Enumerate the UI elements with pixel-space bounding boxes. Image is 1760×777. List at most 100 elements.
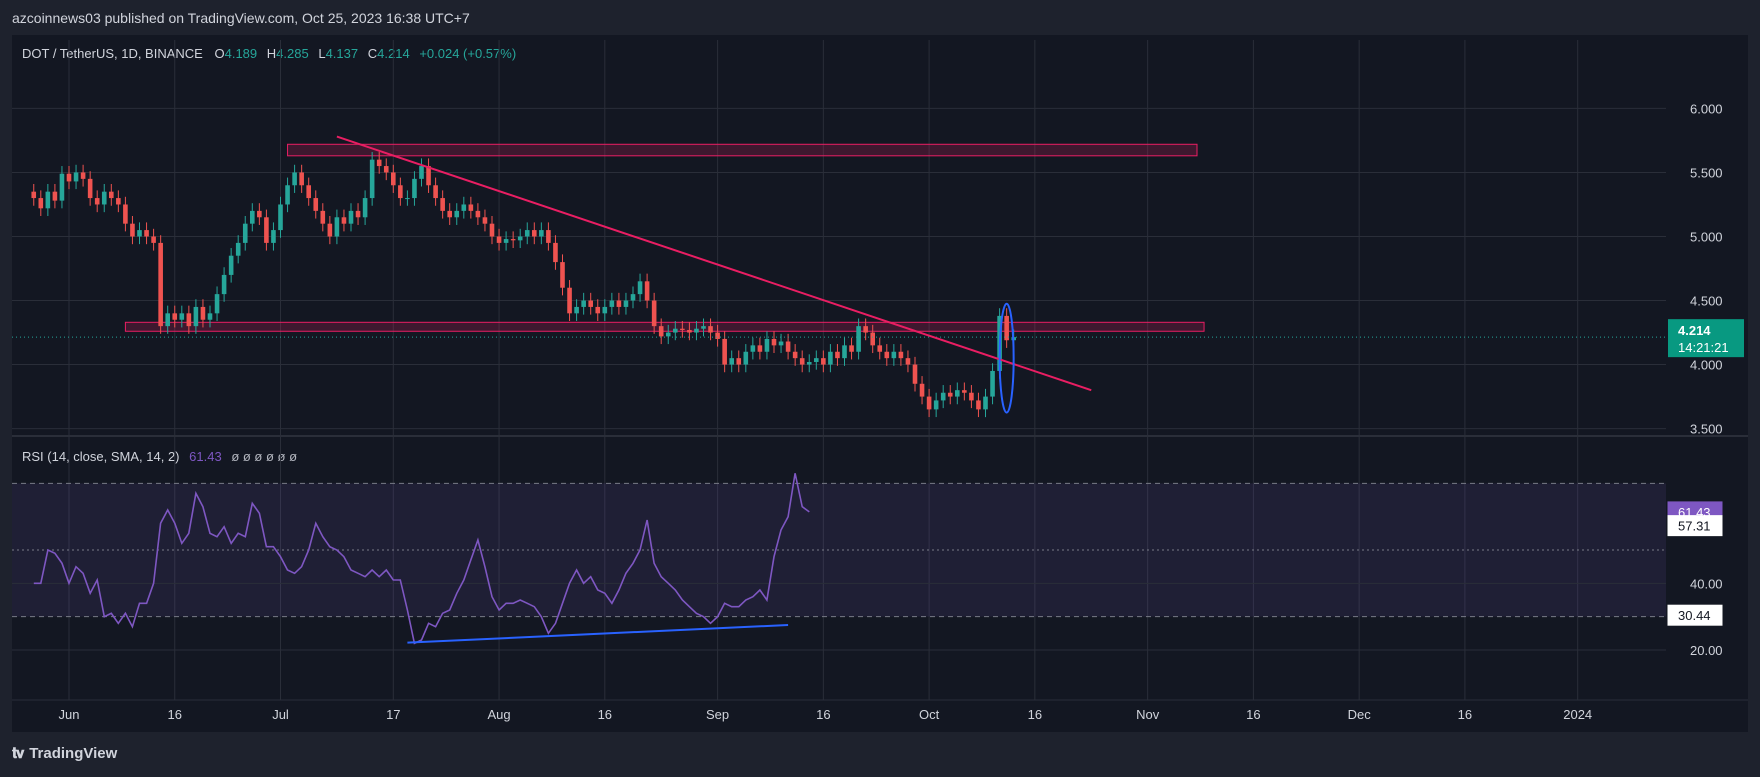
- candle-body: [891, 351, 897, 359]
- candle-body: [475, 210, 481, 218]
- candle-body: [1004, 315, 1009, 341]
- candle-body: [116, 198, 121, 205]
- footer[interactable]: 𝐭𝐯 TradingView: [12, 745, 117, 762]
- candle-body: [863, 326, 868, 333]
- candle-body: [130, 223, 135, 237]
- candle-body: [651, 300, 657, 327]
- candle-body: [412, 178, 417, 199]
- candle-body: [926, 396, 932, 410]
- candle-body: [856, 326, 861, 352]
- candle-body: [341, 217, 347, 224]
- candle-body: [250, 210, 255, 224]
- candle-body: [285, 185, 290, 205]
- candle-body: [200, 306, 206, 320]
- candle-body: [214, 294, 220, 314]
- candle-body: [517, 236, 523, 241]
- candle-body: [532, 230, 537, 237]
- candle-body: [172, 313, 178, 320]
- candle-body: [898, 351, 904, 359]
- price-tick-label: 5.000: [1690, 229, 1723, 244]
- candle-body: [334, 217, 340, 237]
- candle-body: [729, 358, 734, 365]
- candle-body: [764, 338, 770, 352]
- last-price-value: 4.214: [1678, 323, 1711, 338]
- candle-body: [186, 313, 192, 327]
- candle-body: [454, 210, 460, 218]
- candle-body: [665, 332, 671, 337]
- candle-body: [757, 345, 763, 352]
- x-tick-label: Aug: [487, 707, 510, 722]
- x-tick-label: Jul: [272, 707, 289, 722]
- candle-body: [80, 172, 86, 179]
- candle-body: [623, 300, 629, 307]
- x-tick-label: 16: [1028, 707, 1042, 722]
- candle-body: [221, 274, 227, 295]
- candle-body: [637, 281, 643, 295]
- candle-body: [433, 185, 438, 199]
- rsi-legend[interactable]: RSI (14, close, SMA, 14, 2) 61.43 ø ø ø …: [22, 449, 297, 464]
- candle-body: [419, 166, 424, 179]
- high-value: 4.285: [276, 46, 309, 61]
- change-value: +0.024 (+0.57%): [419, 46, 516, 61]
- candle-body: [355, 210, 361, 218]
- last-price-countdown: 14:21:21: [1678, 340, 1729, 355]
- price-tick-label: 4.500: [1690, 294, 1723, 309]
- x-tick-label: Dec: [1348, 707, 1372, 722]
- candle-body: [595, 306, 601, 314]
- candle-body: [630, 294, 636, 301]
- candle-body: [842, 345, 847, 359]
- rsi-tick-label: 40.00: [1690, 576, 1723, 591]
- price-tick-label: 4.000: [1690, 358, 1723, 373]
- candle-body: [123, 204, 128, 224]
- candle-body: [553, 242, 558, 263]
- candle-body: [814, 358, 819, 362]
- candle-body: [440, 198, 445, 211]
- rsi-label: RSI (14, close, SMA, 14, 2): [22, 449, 180, 464]
- candle-body: [398, 185, 403, 199]
- x-tick-label: Jun: [59, 707, 80, 722]
- candle-body: [348, 210, 354, 224]
- candle-body: [391, 172, 396, 186]
- candle-body: [306, 185, 311, 199]
- chart-frame[interactable]: [12, 35, 1748, 732]
- candle-body: [257, 210, 262, 218]
- candle-body: [701, 326, 706, 329]
- last-price-box: [1668, 319, 1744, 358]
- candle-body: [912, 364, 918, 384]
- horizontal-zone: [124, 321, 1205, 332]
- candle-body: [271, 230, 276, 243]
- candle-body: [362, 198, 368, 218]
- x-tick-label: 17: [386, 707, 400, 722]
- candle-body: [426, 166, 431, 186]
- candle-body: [947, 392, 953, 397]
- candle-body: [560, 262, 565, 288]
- candle-body: [165, 313, 170, 327]
- candle-body: [292, 172, 297, 186]
- candle-body: [574, 306, 579, 314]
- tradingview-logo-icon: 𝐭𝐯: [12, 745, 24, 762]
- x-tick-label: Oct: [919, 707, 940, 722]
- candle-body: [45, 191, 51, 209]
- candle-body: [376, 159, 382, 167]
- candle-body: [151, 236, 156, 243]
- horizontal-zone: [287, 143, 1198, 157]
- descending-trendline: [336, 135, 1092, 392]
- candle-body: [109, 191, 114, 199]
- candle-body: [539, 230, 544, 237]
- candle-body: [976, 400, 981, 410]
- candle-body: [983, 396, 988, 410]
- candle-body: [235, 242, 241, 256]
- candle-body: [73, 172, 79, 182]
- candle-body: [87, 178, 93, 199]
- candle-body: [503, 239, 509, 243]
- candle-body: [524, 230, 530, 237]
- candle-body: [179, 313, 185, 320]
- rsi-sma-tag-box: [1667, 515, 1723, 537]
- breakout-highlight-ellipse: [998, 302, 1015, 414]
- candle-body: [969, 392, 974, 401]
- candle-body: [66, 173, 72, 182]
- candle-body: [101, 191, 107, 205]
- symbol-legend[interactable]: DOT / TetherUS, 1D, BINANCE O4.189 H4.28…: [22, 46, 516, 61]
- rsi-line: [33, 473, 810, 645]
